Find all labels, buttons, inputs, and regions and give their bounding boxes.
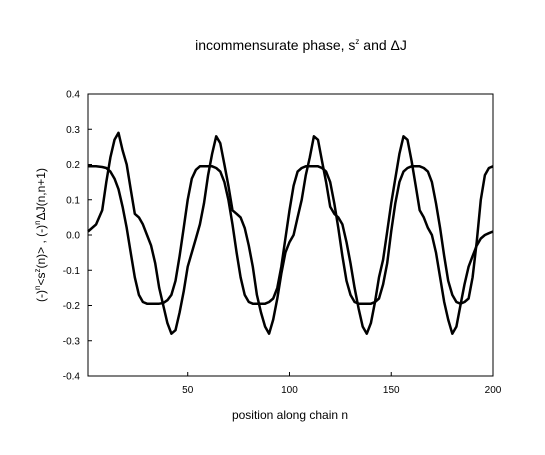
y-tick-label: 0.2 — [66, 160, 80, 171]
chart-title: incommensurate phase, sz and ΔJ — [195, 37, 407, 53]
chart-title-suffix: and ΔJ — [359, 37, 407, 53]
y-axis-label: (-)n<sz(n)> , (-)nΔJ(n,n+1) — [33, 168, 48, 302]
y-label-part-3: (n)> , (-) — [34, 225, 48, 269]
chart-title-main: incommensurate phase, s — [195, 37, 355, 53]
y-label-part-1: (-) — [34, 290, 48, 302]
y-tick-label: -0.4 — [63, 372, 81, 383]
y-tick-label: -0.2 — [63, 301, 81, 312]
chart-title-superscript: z — [355, 37, 359, 46]
y-label-part-2: <s — [34, 273, 48, 286]
series-line-2 — [88, 165, 494, 305]
y-label-sup-3: n — [33, 220, 42, 224]
y-axis-ticks: -0.4 -0.3 -0.2 -0.1 0.0 0.1 0.2 0.3 0.4 — [63, 90, 92, 383]
x-tick-label: 150 — [383, 385, 400, 396]
x-tick-label: 50 — [182, 385, 194, 396]
x-axis-ticks: 50 100 150 200 — [182, 372, 502, 396]
series-line-1 — [87, 131, 494, 335]
x-tick-label: 200 — [485, 385, 502, 396]
y-tick-label: 0.1 — [66, 195, 80, 206]
y-label-part-4: ΔJ(n,n+1) — [34, 168, 48, 220]
y-label-sup-2: z — [33, 269, 42, 273]
y-label-sup-1: n — [33, 286, 42, 290]
y-tick-label: 0.0 — [66, 231, 80, 242]
y-tick-label: -0.3 — [63, 336, 81, 347]
y-tick-label: 0.4 — [66, 90, 80, 101]
x-tick-label: 100 — [281, 385, 298, 396]
x-axis-label: position along chain n — [232, 408, 348, 422]
y-tick-label: 0.3 — [66, 125, 80, 136]
series-group — [87, 131, 494, 335]
y-tick-label: -0.1 — [63, 266, 81, 277]
